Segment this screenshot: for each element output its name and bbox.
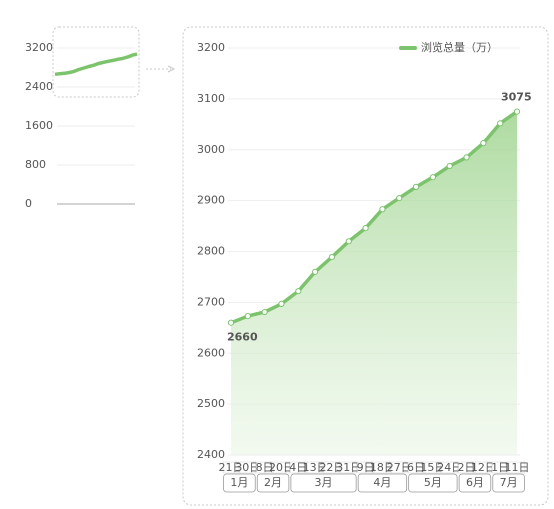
month-label: 1月: [230, 476, 248, 489]
month-label: 7月: [500, 476, 518, 489]
point: [362, 224, 369, 232]
x-tick-label: 12日: [471, 461, 496, 474]
x-tick-label: 11日: [505, 461, 530, 474]
y-tick-label: 2400: [25, 80, 53, 93]
day-cell: [458, 461, 475, 474]
point: [278, 300, 285, 308]
x-tick-label: 27日: [387, 461, 412, 474]
month-label: 2月: [264, 476, 282, 489]
x-tick-label: 24日: [437, 461, 462, 474]
overview-frame: [52, 26, 140, 98]
x-tick-label: 4日: [289, 461, 307, 474]
x-tick-label: 15日: [420, 461, 445, 474]
point: [295, 288, 302, 295]
month-label: 6月: [466, 476, 484, 489]
x-tick-label: 21日: [219, 461, 244, 474]
y-tick-label: 2400: [197, 448, 225, 461]
day-cell: [491, 461, 509, 474]
day-cell: [256, 461, 273, 474]
y-tick-label: 2600: [197, 346, 225, 359]
point: [379, 206, 386, 213]
x-tick-label: 22日: [319, 461, 344, 474]
point: [312, 268, 319, 275]
y-tick-label: 2900: [197, 194, 225, 207]
point: [513, 108, 521, 115]
area: [231, 111, 517, 455]
x-tick-label: 9日: [357, 461, 375, 474]
main-frame: [182, 26, 549, 506]
day-cell: [306, 461, 324, 474]
x-tick-label: 6日: [407, 461, 425, 474]
y-tick-label: 3200: [197, 41, 225, 54]
day-cell: [239, 461, 257, 474]
x-tick-label: 8日: [256, 461, 274, 474]
point: [412, 183, 420, 190]
x-tick-label: 30日: [235, 461, 260, 474]
point: [261, 308, 268, 316]
y-tick-label: 3000: [197, 143, 225, 156]
day-cell: [357, 461, 374, 474]
y-tick-label: 2800: [197, 245, 225, 258]
day-cell: [424, 461, 442, 474]
month-cell: [223, 473, 256, 493]
point: [345, 238, 352, 245]
month-cell: [256, 473, 290, 493]
x-tick-label: 18日: [370, 461, 395, 474]
month-label: 3月: [315, 476, 333, 489]
day-cell: [340, 461, 357, 474]
month-cell: [458, 473, 492, 493]
point: [396, 194, 403, 202]
value-label: 2660: [227, 331, 258, 344]
point: [446, 162, 453, 170]
month-cell: [357, 473, 408, 493]
day-cell: [323, 461, 341, 474]
month-cell: [290, 473, 357, 493]
point: [244, 313, 251, 320]
day-cell: [475, 461, 492, 474]
day-cell: [391, 461, 408, 474]
y-tick-label: 2500: [197, 397, 225, 410]
x-tick-label: 13日: [303, 461, 328, 474]
day-cell: [374, 461, 391, 474]
day-cell: [222, 461, 240, 474]
zoom-arrow-head: [167, 65, 176, 73]
legend-label: 浏览总量（万）: [421, 40, 498, 54]
day-cell: [508, 461, 526, 474]
y-tick-label: 3100: [197, 92, 225, 105]
month-cell: [492, 473, 525, 493]
point: [227, 319, 235, 326]
x-tick-label: 2日: [458, 461, 476, 474]
x-tick-label: 31日: [336, 461, 361, 474]
month-cell: [408, 473, 458, 493]
y-tick-label: 2700: [197, 295, 225, 308]
point: [480, 140, 487, 147]
day-cell: [407, 461, 425, 474]
y-tick-label: 1600: [25, 119, 53, 132]
day-cell: [441, 461, 458, 474]
x-tick-label: 1日: [491, 461, 509, 474]
point: [463, 154, 470, 161]
month-label: 4月: [373, 476, 391, 489]
line: [54, 52, 138, 77]
month-label: 5月: [424, 476, 442, 489]
value-label: 3075: [501, 91, 532, 104]
x-tick-label: 20日: [269, 461, 294, 474]
y-tick-label: 800: [25, 158, 46, 171]
day-cell: [290, 461, 307, 474]
point: [328, 253, 336, 261]
point: [497, 120, 504, 127]
y-tick-label: 3200: [25, 41, 53, 54]
point: [429, 174, 436, 181]
y-tick-label: 0: [25, 197, 32, 210]
day-cell: [273, 461, 290, 474]
